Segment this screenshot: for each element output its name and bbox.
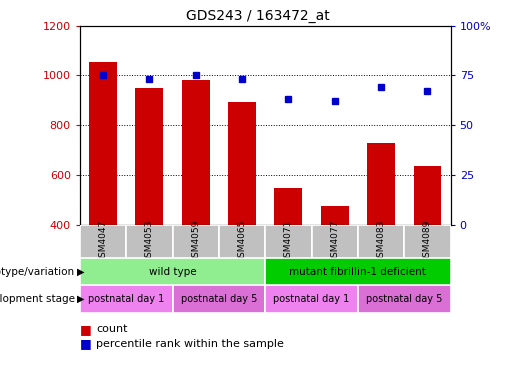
Text: percentile rank within the sample: percentile rank within the sample bbox=[96, 339, 284, 349]
Text: GSM4077: GSM4077 bbox=[330, 220, 339, 263]
Text: postnatal day 5: postnatal day 5 bbox=[181, 294, 257, 304]
Bar bbox=[173, 285, 265, 313]
Bar bbox=[274, 188, 302, 325]
Bar bbox=[367, 143, 395, 325]
Text: ■: ■ bbox=[80, 323, 92, 336]
Text: GSM4083: GSM4083 bbox=[376, 220, 386, 263]
Bar bbox=[265, 258, 451, 285]
Text: genotype/variation: genotype/variation bbox=[0, 267, 75, 277]
Bar bbox=[404, 225, 451, 258]
Text: postnatal day 1: postnatal day 1 bbox=[88, 294, 164, 304]
Bar bbox=[312, 225, 358, 258]
Bar bbox=[89, 62, 117, 325]
Text: GSM4059: GSM4059 bbox=[191, 220, 200, 263]
Bar bbox=[358, 225, 404, 258]
Text: GSM4047: GSM4047 bbox=[98, 220, 108, 263]
Bar bbox=[414, 167, 441, 325]
Bar bbox=[80, 258, 265, 285]
Bar bbox=[321, 206, 349, 325]
Text: wild type: wild type bbox=[149, 267, 196, 277]
Text: ▶: ▶ bbox=[77, 267, 85, 277]
Text: development stage: development stage bbox=[0, 294, 75, 304]
Bar bbox=[265, 285, 358, 313]
Bar bbox=[80, 225, 126, 258]
Bar bbox=[126, 225, 173, 258]
Text: GSM4071: GSM4071 bbox=[284, 220, 293, 263]
Text: GSM4065: GSM4065 bbox=[237, 220, 247, 263]
Bar bbox=[219, 225, 265, 258]
Bar bbox=[182, 81, 210, 325]
Text: postnatal day 5: postnatal day 5 bbox=[366, 294, 442, 304]
Text: GDS243 / 163472_at: GDS243 / 163472_at bbox=[185, 9, 330, 23]
Text: count: count bbox=[96, 324, 128, 335]
Bar bbox=[358, 285, 451, 313]
Text: GSM4089: GSM4089 bbox=[423, 220, 432, 263]
Bar bbox=[135, 88, 163, 325]
Text: GSM4053: GSM4053 bbox=[145, 220, 154, 263]
Text: ■: ■ bbox=[80, 337, 92, 351]
Bar bbox=[265, 225, 312, 258]
Text: ▶: ▶ bbox=[77, 294, 85, 304]
Text: mutant fibrillin-1 deficient: mutant fibrillin-1 deficient bbox=[289, 267, 426, 277]
Bar bbox=[228, 102, 256, 325]
Bar bbox=[173, 225, 219, 258]
Bar bbox=[80, 285, 173, 313]
Text: postnatal day 1: postnatal day 1 bbox=[273, 294, 350, 304]
